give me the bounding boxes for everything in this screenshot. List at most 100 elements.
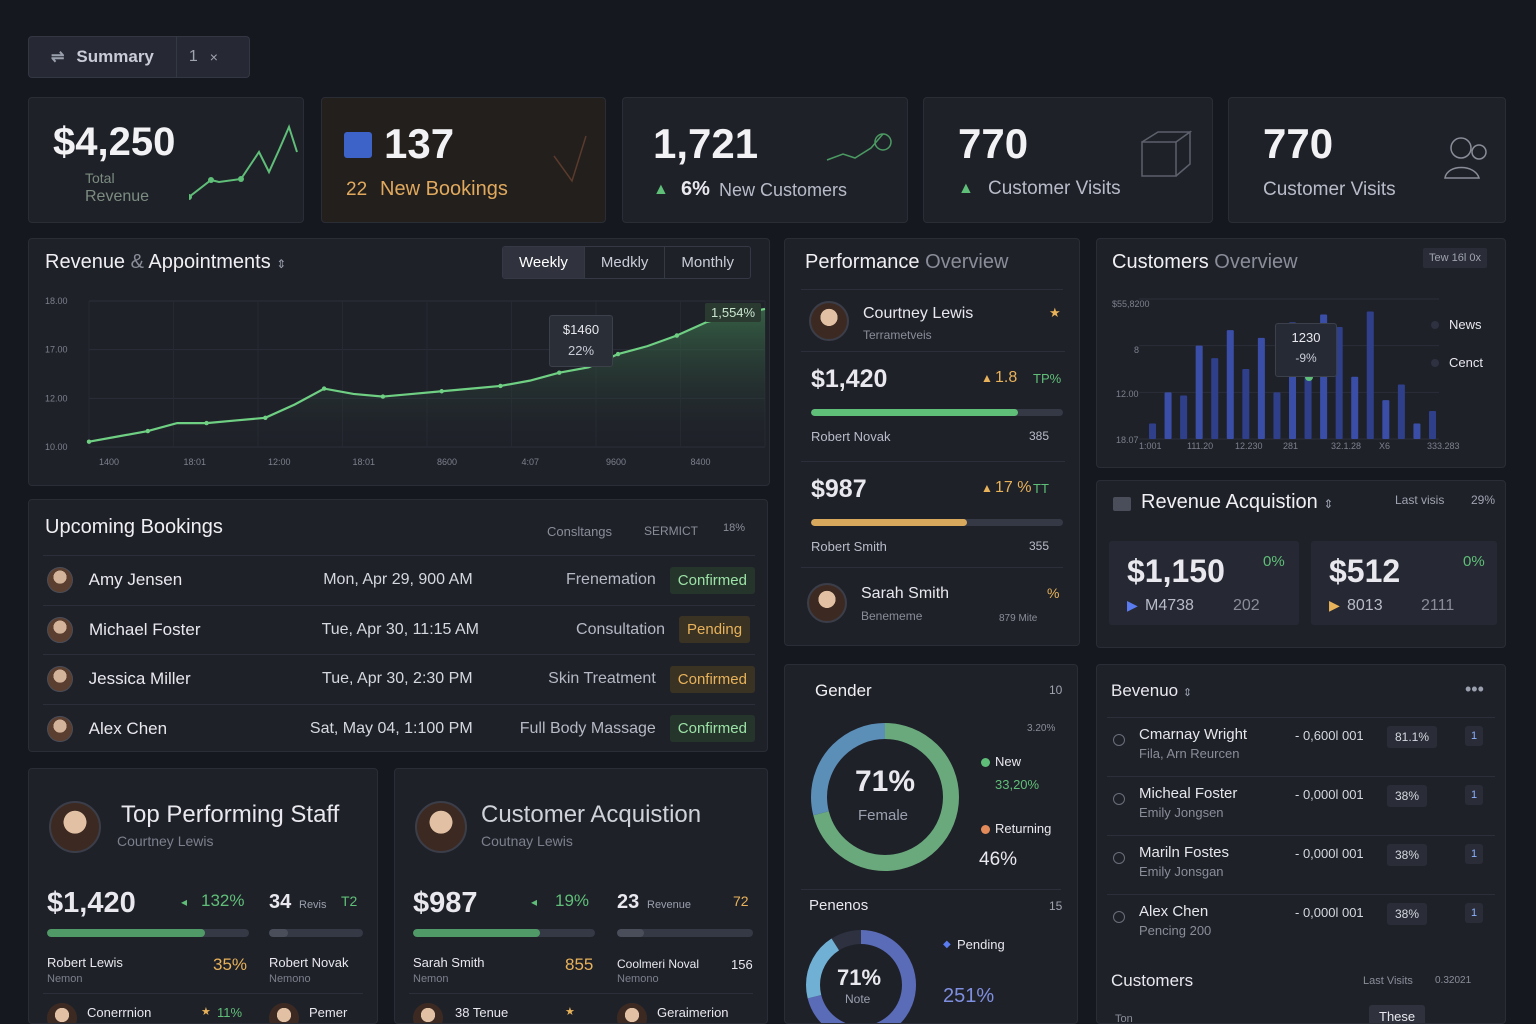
radio-icon[interactable] (1113, 852, 1125, 864)
segment-medkly[interactable]: Medkly (585, 247, 666, 278)
booking-row[interactable]: Michael Foster Tue, Apr 30, 11:15 AM Con… (43, 604, 755, 654)
customers-footer-b[interactable]: These (1369, 1005, 1426, 1023)
acq-card-1[interactable]: $1,150 0% ▶ M4738 202 (1109, 541, 1299, 625)
row-sub: Fila, Arn Reurcen (1139, 746, 1240, 761)
x-tick: 281 (1283, 441, 1299, 451)
radio-icon[interactable] (1113, 911, 1125, 923)
x-tick-label: 8400 (691, 457, 711, 467)
acq2-name-a: Sarah Smith (413, 955, 485, 970)
segment-weekly[interactable]: Weekly (503, 247, 585, 278)
stat-card-visits[interactable]: 770 ▲ Customer Visits (923, 97, 1213, 223)
row-chip[interactable]: 1 (1465, 726, 1484, 746)
stat-card-bookings[interactable]: 137 22 New Bookings (321, 97, 606, 223)
row-name: Cmarnay Wright (1139, 726, 1248, 743)
x-tick: X6 (1379, 441, 1391, 451)
trend-icon: ▲ (653, 181, 669, 198)
perf-name: Robert Smith (811, 539, 887, 554)
staff-progress-a (47, 929, 249, 937)
sub-title: Penenos (809, 897, 869, 914)
booking-name: Amy Jensen (88, 570, 183, 589)
star-icon[interactable]: ★ (1049, 305, 1061, 320)
title-amp: & (130, 251, 144, 273)
x-tick: 111.20 (1187, 441, 1214, 451)
x-tick: 1:001 (1139, 441, 1162, 451)
segment-monthly[interactable]: Monthly (681, 254, 734, 271)
bookings-sparkline (553, 135, 587, 183)
stat-card-revenue[interactable]: $4,250 Total Revenue (28, 97, 304, 223)
performance-block[interactable]: $987 ▲ 17 % TT Robert Smith 355 (785, 461, 1079, 569)
sort-icon[interactable]: ⇕ (276, 257, 287, 271)
customers-footer-title: Customers (1111, 971, 1194, 990)
gender-panel: Gender 10 3.20% 71% Female New 33,20% Re… (784, 664, 1078, 1024)
last-label: Last visis (1395, 493, 1445, 507)
status-badge[interactable]: Confirmed (669, 715, 755, 742)
revenue-row[interactable]: Cmarnay Wright Fila, Arn Reurcen - 0,600… (1107, 717, 1495, 775)
row-chip[interactable]: 1 (1465, 785, 1484, 805)
avatar (617, 1003, 647, 1023)
legend-new-val: 33,20% (995, 777, 1040, 792)
title-part: Appointments (148, 251, 271, 273)
trend-icon: ◂ (531, 895, 538, 909)
row-chip[interactable]: 1 (1465, 903, 1484, 923)
status-badge[interactable]: Confirmed (669, 665, 755, 693)
sort-icon[interactable]: ⇕ (1323, 497, 1334, 511)
legend-new: New (995, 754, 1022, 769)
more-icon[interactable]: ••• (1465, 679, 1484, 699)
revenue-row[interactable]: Mariln Fostes Emily Jonsgan - 0,000l 001… (1107, 835, 1495, 893)
staff-right-value: 34 (269, 891, 292, 913)
acq-pct: 0% (1263, 553, 1285, 570)
range-pill[interactable]: Tew 16l 0x (1423, 248, 1487, 268)
row-chip[interactable]: 1 (1465, 844, 1484, 864)
donut-center-value: 71% (855, 765, 916, 798)
bar (1180, 395, 1188, 439)
summary-tab-bar: ⇌ Summary 1 × (28, 36, 250, 78)
data-point (86, 439, 92, 444)
stat-label: Customer Visits (1263, 179, 1396, 200)
radio-icon[interactable] (1113, 734, 1125, 746)
stat-label-top: Total (85, 170, 115, 186)
trend-icon: ▲ (981, 481, 993, 495)
sort-icon[interactable]: ⇕ (1182, 687, 1193, 699)
y-tick: 18.07 (1116, 435, 1139, 445)
staff-progress-b (269, 929, 363, 937)
booking-date: Sat, May 04, 1:100 PM (309, 719, 473, 737)
sub-pending: Pending (957, 937, 1005, 952)
staff-name-a: Robert Lewis (47, 955, 123, 970)
y-tick-label: 10.00 (45, 442, 68, 452)
booking-row[interactable]: Amy Jensen Mon, Apr 29, 900 AM Frenemati… (43, 555, 755, 604)
series-line (88, 307, 766, 443)
trend-icon: ◂ (181, 895, 188, 909)
radio-icon[interactable] (1113, 793, 1125, 805)
bar (1195, 345, 1203, 439)
upcoming-bookings-panel: Upcoming Bookings Consltangs SERMICT 18%… (28, 499, 768, 752)
customers-footer-a: Ton (1115, 1013, 1133, 1024)
booking-row[interactable]: Jessica Miller Tue, Apr 30, 2:30 PM Skin… (43, 654, 755, 703)
revenue-row[interactable]: Micheal Foster Emily Jongsen - 0,000l 00… (1107, 776, 1495, 834)
stat-card-visits-2[interactable]: 770 Customer Visits (1228, 97, 1506, 223)
booking-row[interactable]: Alex Chen Sat, May 04, 1:100 PM Full Bod… (43, 703, 755, 752)
x-tick-label: 12:00 (268, 457, 291, 467)
staff-foot-a: Conerrnion (87, 1005, 152, 1020)
sub-center-value: 71% (837, 965, 882, 990)
summary-tab[interactable]: ⇌ Summary (29, 37, 177, 77)
revenue-row[interactable]: Alex Chen Pencing 200 - 0,000l 001 38% 1 (1107, 894, 1495, 952)
acq2-sub: Coutnay Lewis (481, 833, 573, 849)
tooltip-value: 1230 (1291, 330, 1321, 345)
donut-center-label: Female (858, 807, 909, 824)
stat-card-customers[interactable]: 1,721 ▲ 6% New Customers (622, 97, 908, 223)
close-icon[interactable]: × (209, 49, 218, 65)
status-badge[interactable]: Confirmed (669, 566, 755, 594)
customers-footer-right2: 0.32021 (1435, 975, 1472, 986)
perf-tag: TT (1033, 481, 1049, 496)
data-point (498, 383, 503, 389)
status-badge[interactable]: Pending (679, 616, 751, 643)
bar (1226, 330, 1234, 439)
sub-center-label: Note (845, 992, 871, 1006)
acq-card-2[interactable]: $512 0% ▶ 8013 2111 (1311, 541, 1497, 625)
bar (1242, 369, 1250, 439)
booking-service: Full Body Massage (519, 719, 656, 737)
pending-donut-chart (806, 930, 916, 1023)
acq-num: 2111 (1421, 597, 1455, 614)
performance-block[interactable]: $1,420 ▲ 1.8 TP% Robert Novak 385 (785, 351, 1079, 459)
acq2-foot-a: 38 Tenue (455, 1005, 509, 1020)
